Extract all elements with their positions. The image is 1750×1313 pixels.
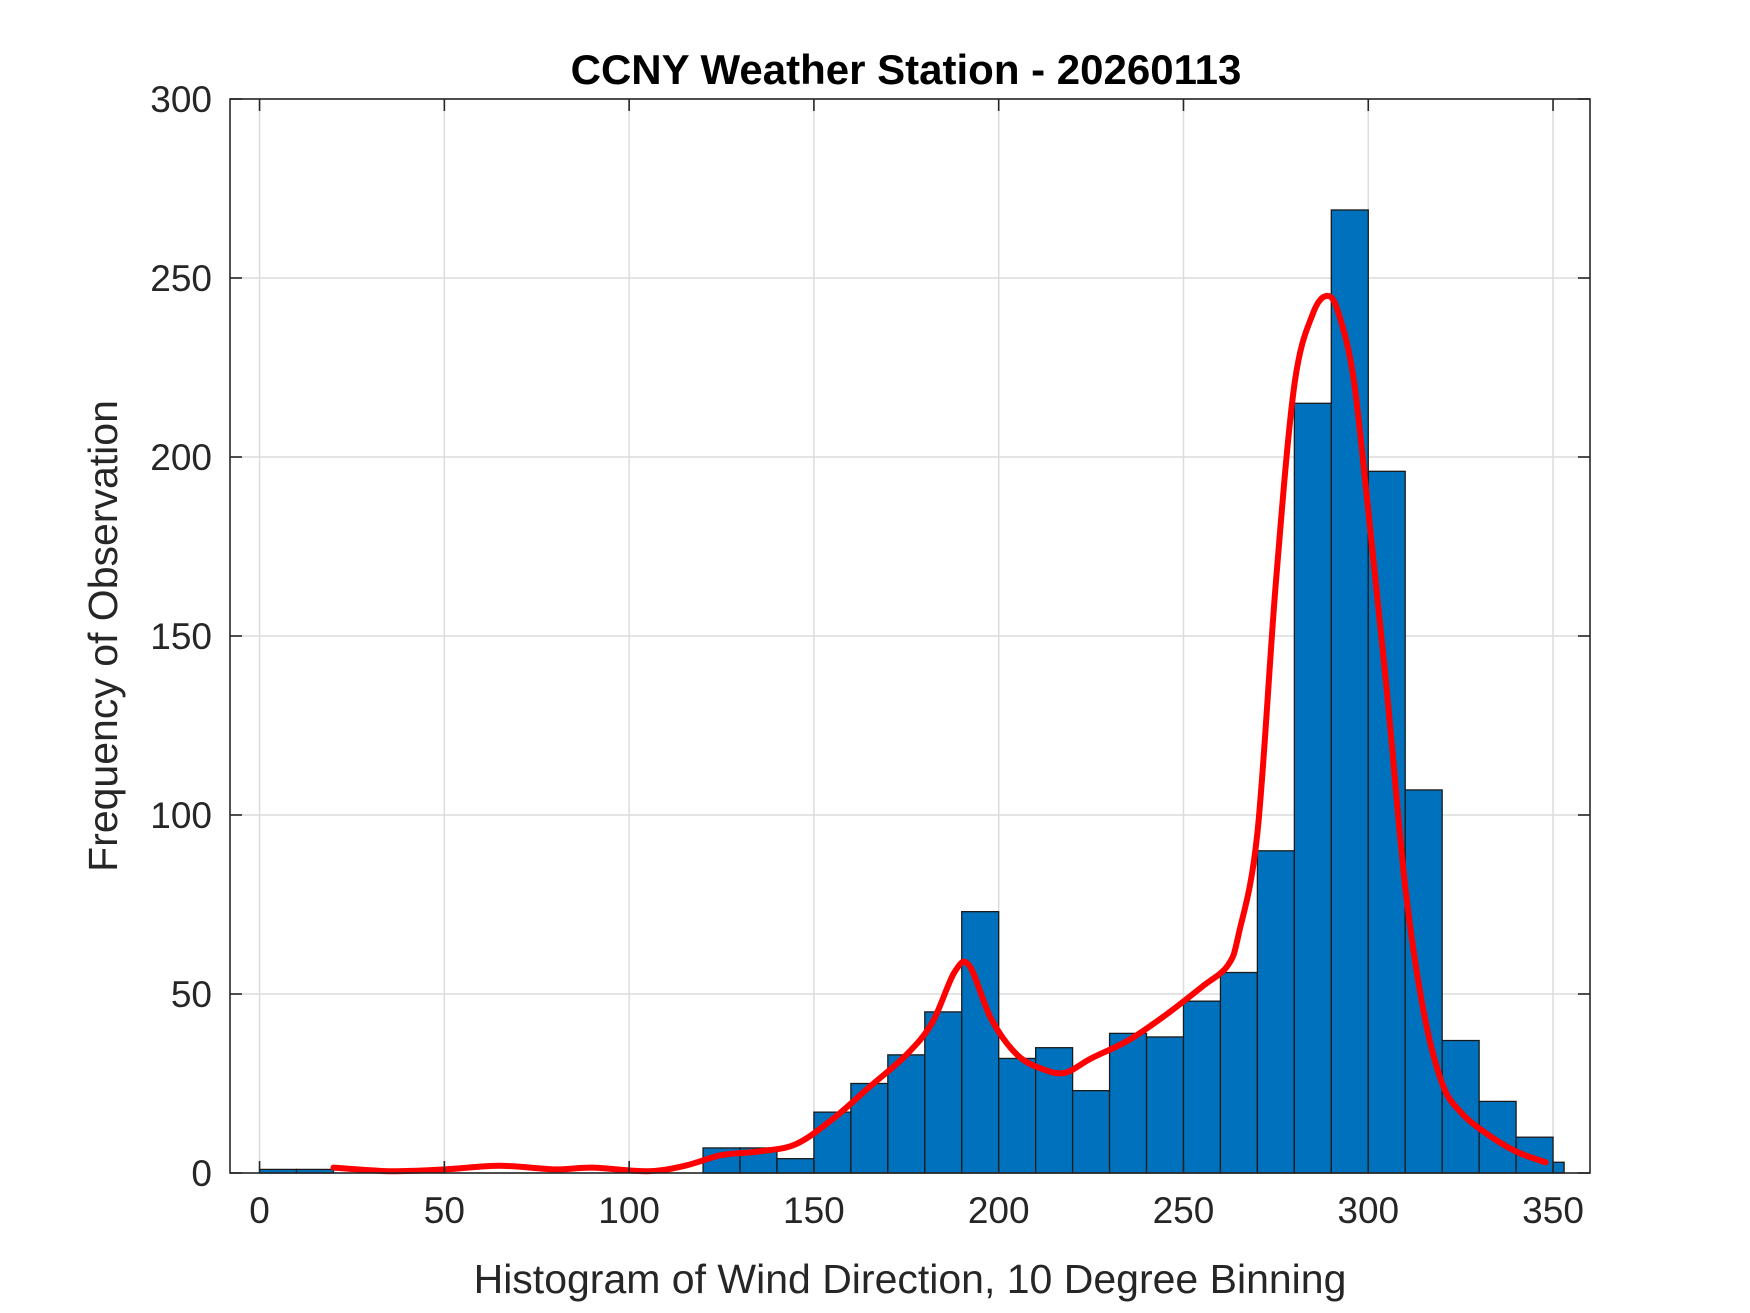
smoothed-fit-line <box>330 292 1549 1175</box>
x-tick-label: 300 <box>1337 1190 1399 1231</box>
histogram-bar <box>1478 1100 1517 1174</box>
histogram-bar <box>1145 1036 1185 1174</box>
histogram-bar <box>1256 850 1295 1174</box>
x-tick-label: 100 <box>598 1190 660 1231</box>
histogram-bar <box>1219 971 1259 1174</box>
histogram-bars <box>258 209 1565 1174</box>
histogram-bar <box>998 1057 1037 1174</box>
histogram-bar <box>887 1054 926 1174</box>
histogram-bar <box>1441 1039 1480 1174</box>
y-axis-label: Frequency of Observation <box>80 400 126 872</box>
y-tick-label: 100 <box>150 795 212 836</box>
histogram-bar <box>1071 1090 1111 1174</box>
y-tick-label: 150 <box>150 616 212 657</box>
histogram-bar <box>776 1158 815 1174</box>
chart-title: CCNY Weather Station - 20260113 <box>571 46 1242 93</box>
histogram-bar <box>961 911 1000 1174</box>
smoothed-curve <box>330 292 1549 1175</box>
y-tick-label: 0 <box>191 1153 212 1194</box>
histogram-bar <box>1035 1047 1074 1174</box>
y-tick-label: 250 <box>150 258 212 299</box>
histogram-bar <box>1293 402 1332 1174</box>
histogram-bar <box>1552 1161 1565 1174</box>
y-tick-label: 300 <box>150 79 212 120</box>
histogram-bar <box>1182 1000 1222 1174</box>
x-tick-label: 250 <box>1153 1190 1215 1231</box>
y-tick-label: 200 <box>150 437 212 478</box>
y-tick-label: 50 <box>171 974 212 1015</box>
histogram-bar <box>1108 1032 1148 1174</box>
x-tick-label: 200 <box>968 1190 1030 1231</box>
axis-ticks: 0 50 100 150 200 250 300 350 0 50 100 150 200 250 300 <box>150 79 1590 1231</box>
histogram-bar <box>924 1011 963 1174</box>
x-tick-label: 350 <box>1522 1190 1584 1231</box>
x-tick-label: 0 <box>249 1190 270 1231</box>
x-tick-label: 50 <box>424 1190 465 1231</box>
x-tick-label: 150 <box>783 1190 845 1231</box>
x-axis-label: Histogram of Wind Direction, 10 Degree B… <box>474 1256 1347 1302</box>
histogram-bar <box>1404 789 1443 1174</box>
